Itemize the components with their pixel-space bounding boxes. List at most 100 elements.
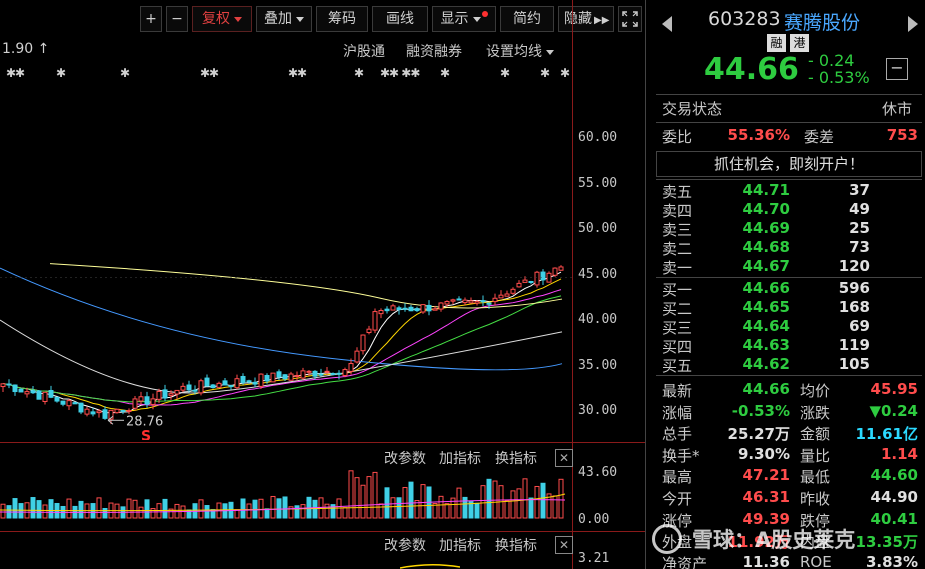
volume-bar: [438, 495, 444, 519]
candle-body: [258, 373, 264, 387]
open-account-promo[interactable]: 抓住机会，即刻开户！: [656, 151, 922, 177]
chouma-button[interactable]: 筹码: [316, 6, 368, 32]
candle-body: [522, 279, 528, 283]
stat-label: ROE: [800, 552, 832, 569]
volume-bar: [444, 503, 450, 519]
stat-value: 11.92万: [727, 533, 790, 552]
volume-bar: [384, 487, 390, 519]
volume-chart[interactable]: [0, 462, 572, 530]
diejia-dropdown[interactable]: 叠加: [256, 6, 312, 32]
fuquan-dropdown[interactable]: 复权: [192, 6, 252, 32]
event-marker[interactable]: ✱: [120, 66, 130, 80]
gang-tag: 港: [790, 34, 809, 52]
huaxian-button[interactable]: 画线: [372, 6, 428, 32]
stat-value: 40.41: [870, 509, 918, 528]
volume-bar: [378, 503, 384, 519]
fullscreen-button[interactable]: [618, 6, 642, 32]
candle-body: [264, 374, 270, 382]
zoom-in-button[interactable]: +: [140, 6, 162, 32]
volume-bar: [162, 498, 168, 519]
stock-name[interactable]: 赛腾股份: [784, 12, 861, 34]
volume-divider: [0, 442, 645, 443]
candle-body: [234, 378, 240, 389]
bids-price: 44.64: [742, 317, 790, 335]
stat-value: 49.39: [742, 509, 790, 528]
volume-bar: [312, 499, 318, 519]
volume-bar: [390, 497, 396, 519]
event-marker[interactable]: ✱✱: [288, 66, 307, 80]
stat-value: 47.21: [742, 466, 790, 485]
y-axis-tick: 55.00: [578, 175, 618, 191]
prev-stock-icon[interactable]: [662, 16, 672, 32]
next-stock-icon[interactable]: [908, 16, 918, 32]
candle-body: [186, 384, 192, 391]
candle-body: [168, 393, 174, 396]
stat-value: ▼0.24: [869, 401, 918, 420]
volume-bar: [534, 485, 540, 519]
vol-gai-button[interactable]: 改参数: [384, 451, 426, 467]
ind-huan-button[interactable]: 换指标: [495, 538, 537, 554]
chevron-down-icon: [296, 16, 304, 22]
bids-volume: 69: [849, 317, 870, 335]
candle-body: [348, 363, 354, 372]
candle-body: [156, 390, 162, 400]
stat-value: 25.27万: [727, 425, 790, 444]
kline-chart-area[interactable]: + − 复权 叠加 筹码 画线 显示 简约 隐藏 ▶▶ 1.90 ↑ 沪股通 融资…: [0, 0, 645, 569]
ind-jia-button[interactable]: 加指标: [439, 538, 481, 554]
volume-bar: [246, 503, 252, 519]
zoom-out-button[interactable]: −: [166, 6, 188, 32]
asks-label: 卖五: [662, 183, 693, 201]
event-markers-row: ✱✱ ✱ ✱ ✱✱ ✱✱ ✱ ✱✱ ✱✱ ✱ ✱ ✱ ✱: [0, 66, 580, 82]
ma-line: [0, 267, 563, 371]
vol-jia-button[interactable]: 加指标: [439, 451, 481, 467]
stat-label: 涨跌: [800, 403, 831, 422]
close-icon[interactable]: ✕: [555, 449, 573, 467]
weicha-value: 753: [886, 126, 918, 144]
event-marker[interactable]: ✱: [354, 66, 364, 80]
event-marker[interactable]: ✱: [560, 66, 570, 80]
candle-body: [162, 389, 168, 399]
candle-body: [240, 375, 246, 384]
event-marker[interactable]: ✱: [440, 66, 450, 80]
close-icon[interactable]: ✕: [555, 536, 573, 554]
volume-bar: [102, 508, 108, 519]
stat-value: 45.95: [870, 380, 918, 398]
divider: [656, 277, 922, 278]
candle-body: [486, 302, 492, 305]
stat-label: 金额: [800, 425, 831, 444]
volume-bar: [342, 507, 348, 519]
event-marker[interactable]: ✱: [500, 66, 510, 80]
ind-gai-button[interactable]: 改参数: [384, 538, 426, 554]
vol-huan-button[interactable]: 换指标: [495, 451, 537, 467]
yincang-button[interactable]: 隐藏 ▶▶: [558, 6, 614, 32]
volume-bar: [234, 509, 240, 519]
rongzi-button[interactable]: 融资融券: [406, 44, 462, 60]
weibi-value: 55.36%: [727, 126, 790, 144]
set-ma-dropdown[interactable]: 设置均线: [486, 41, 554, 61]
collapse-button[interactable]: −: [886, 58, 908, 80]
candle-body: [516, 282, 522, 288]
volume-bar: [66, 498, 72, 519]
stock-code: 603283: [708, 8, 781, 30]
event-marker[interactable]: ✱✱: [6, 66, 25, 80]
event-marker[interactable]: ✱: [56, 66, 66, 80]
candle-body: [366, 328, 372, 334]
xianshi-dropdown[interactable]: 显示: [432, 6, 496, 32]
jianyue-button[interactable]: 简约: [500, 6, 554, 32]
candlestick-chart[interactable]: 28.76S: [0, 80, 572, 440]
chevron-down-icon: [472, 16, 481, 22]
y-axis-tick: 40.00: [578, 312, 618, 327]
bids-label: 买二: [662, 300, 693, 318]
asks-price: 44.69: [742, 219, 790, 237]
hugutong-button[interactable]: 沪股通: [343, 44, 385, 60]
candle-body: [12, 384, 18, 393]
volume-bar: [48, 499, 54, 519]
volume-bar: [0, 503, 6, 519]
event-marker[interactable]: ✱✱: [200, 66, 219, 80]
watermark-text: 雪球：A股史莱克: [692, 528, 856, 552]
event-marker[interactable]: ✱: [540, 66, 550, 80]
event-marker[interactable]: ✱✱ ✱✱: [380, 66, 420, 80]
volume-bar: [516, 488, 522, 519]
volume-bar: [300, 504, 306, 519]
asks-label: 卖三: [662, 221, 693, 239]
